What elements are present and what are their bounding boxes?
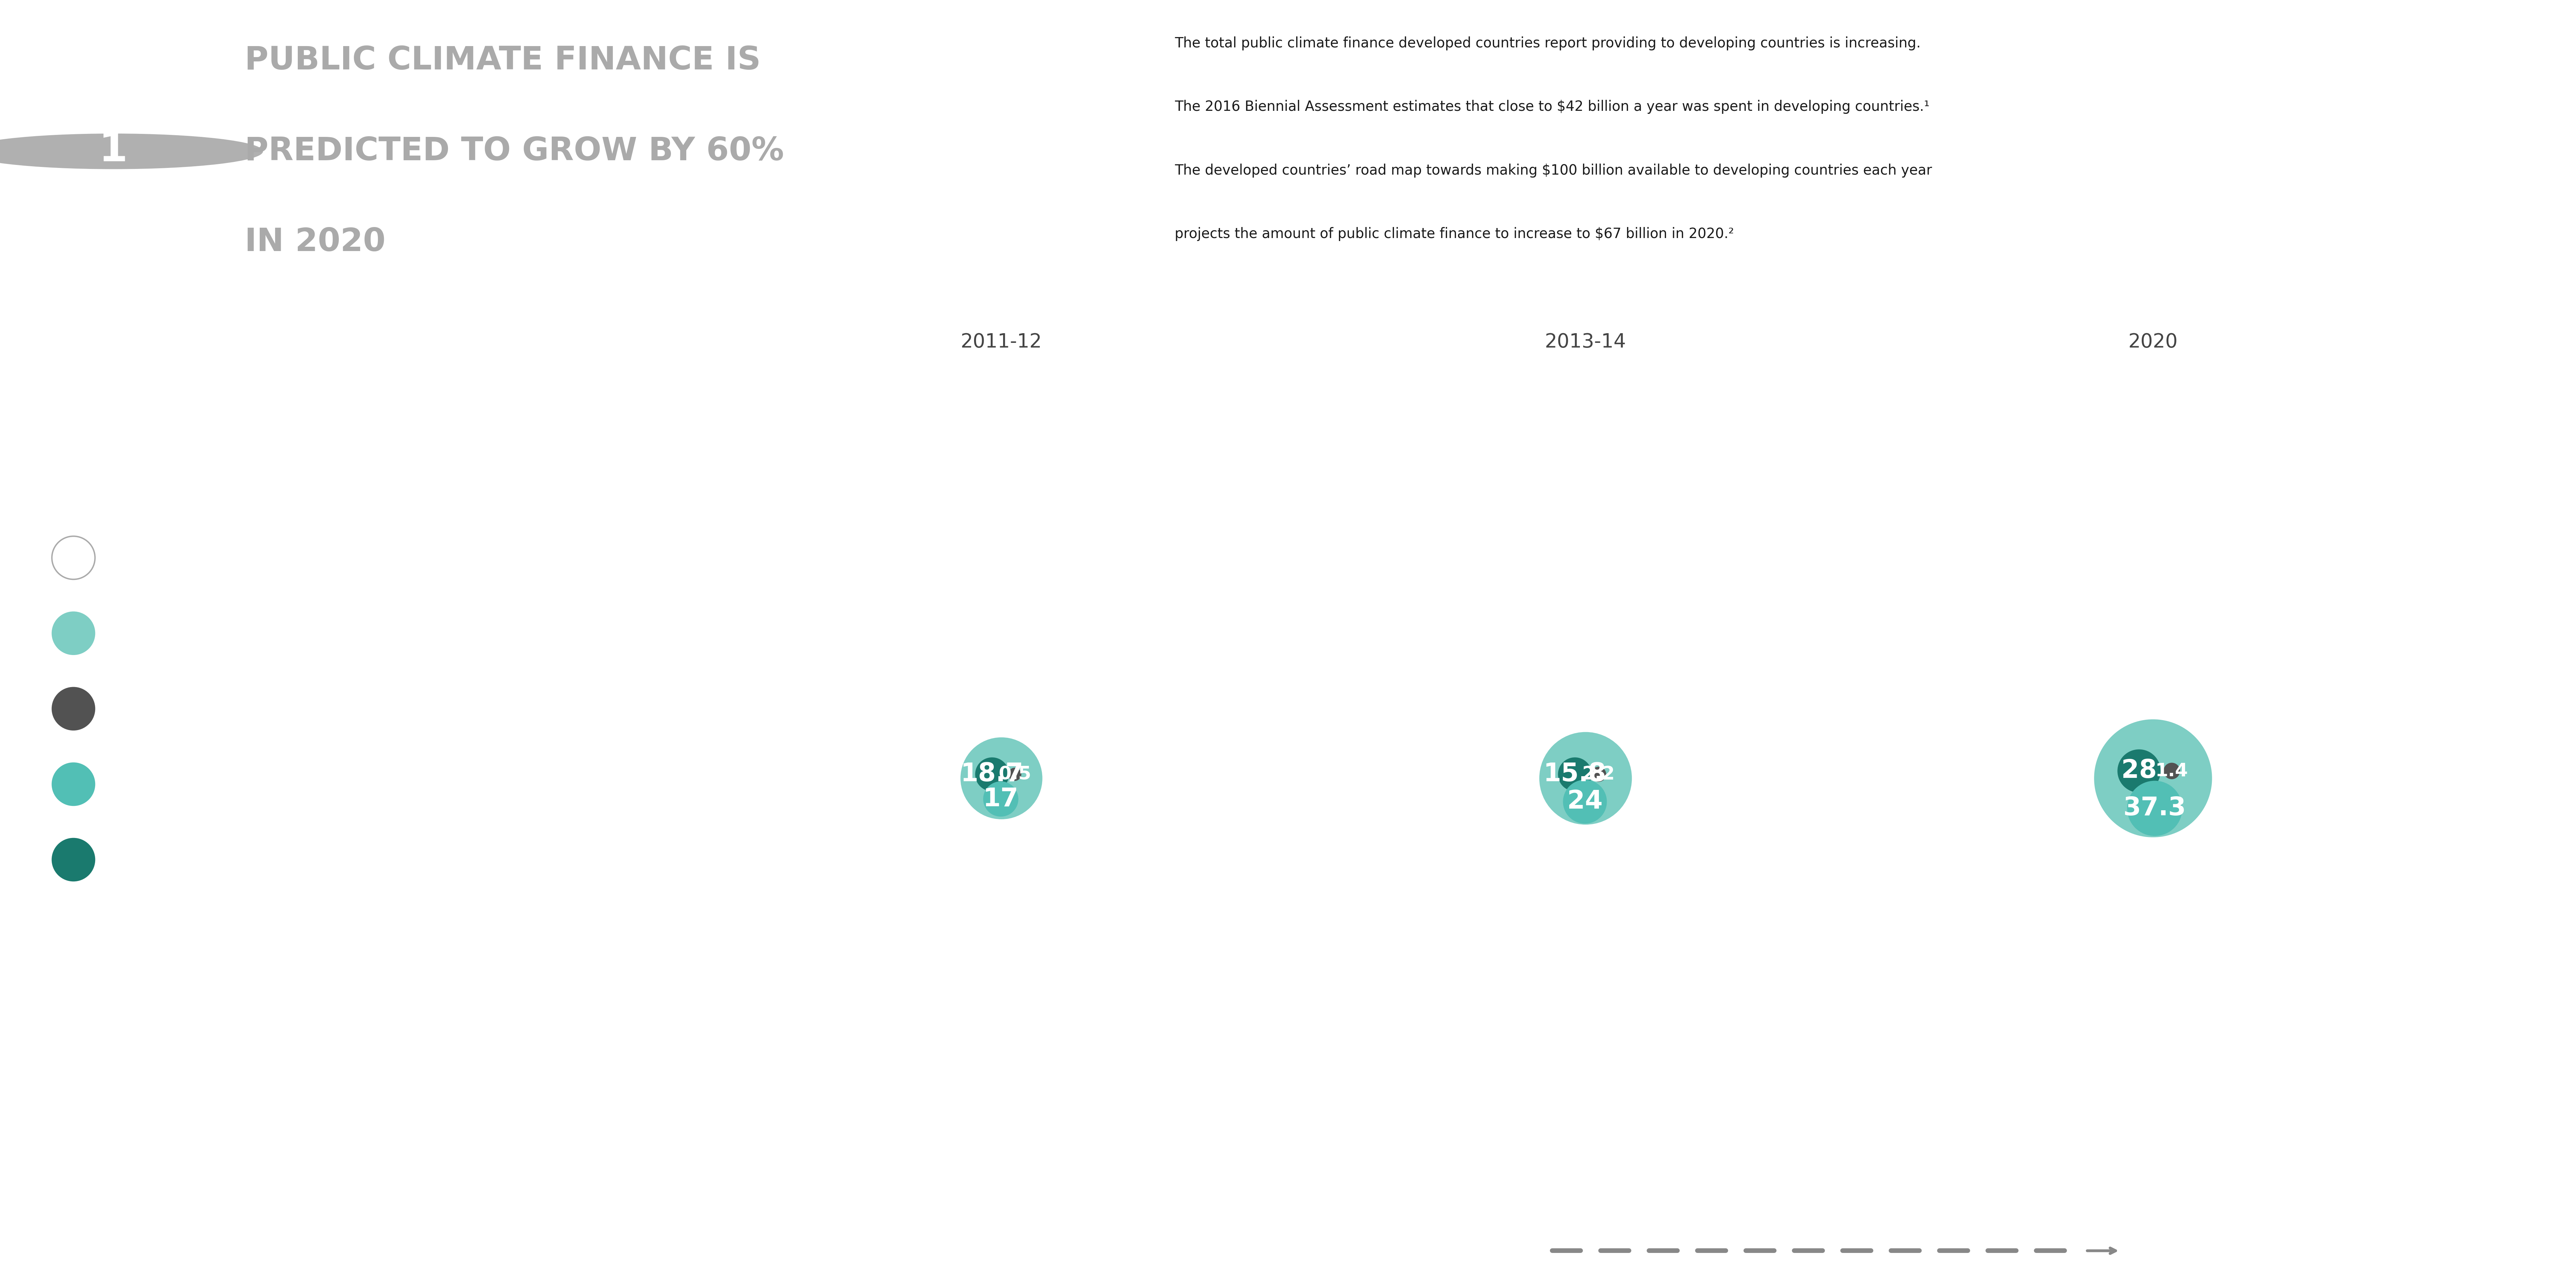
Text: TO DEVELOPING COUNTRIES: TO DEVELOPING COUNTRIES xyxy=(67,416,657,451)
Circle shape xyxy=(961,738,1043,819)
Text: 1: 1 xyxy=(98,130,129,170)
Circle shape xyxy=(1564,781,1607,823)
Text: IN 2020: IN 2020 xyxy=(245,227,386,258)
Circle shape xyxy=(2081,707,2226,850)
Circle shape xyxy=(0,134,263,169)
Text: and attributes 85% of resources to developing countries: and attributes 85% of resources to devel… xyxy=(67,1221,433,1234)
Circle shape xyxy=(52,838,95,881)
Text: 1.4: 1.4 xyxy=(2156,762,2187,781)
Text: CLIMATE FINANCE FLOWING: CLIMATE FINANCE FLOWING xyxy=(67,354,649,389)
Text: 37.3: 37.3 xyxy=(2123,796,2187,820)
Text: 2.2: 2.2 xyxy=(1582,765,1615,783)
Circle shape xyxy=(2164,762,2179,779)
Text: Multilateral climate funds: Multilateral climate funds xyxy=(88,699,325,717)
Text: 18.7: 18.7 xyxy=(961,762,1023,787)
Text: Multilateral Development Bank finance*: Multilateral Development Bank finance* xyxy=(88,850,459,868)
Text: PUBLIC CLIMATE FINANCE IS: PUBLIC CLIMATE FINANCE IS xyxy=(245,45,760,76)
Circle shape xyxy=(2117,750,2161,792)
Circle shape xyxy=(951,726,1054,829)
Circle shape xyxy=(1592,766,1605,782)
Text: 28: 28 xyxy=(2120,759,2156,783)
Text: 2011-12: 2011-12 xyxy=(961,332,1043,352)
Text: The 2016 Biennial Assessment estimates that close to $42 billion a year was spen: The 2016 Biennial Assessment estimates t… xyxy=(1175,100,1929,113)
Text: Global total: Global total xyxy=(88,549,196,567)
Text: 24: 24 xyxy=(1566,790,1602,814)
Circle shape xyxy=(2128,781,2182,836)
Text: PREDICTED TO GROW BY 60%: PREDICTED TO GROW BY 60% xyxy=(245,135,783,167)
Circle shape xyxy=(984,782,1018,817)
Circle shape xyxy=(976,757,1010,791)
Circle shape xyxy=(52,536,95,580)
Text: projects the amount of public climate finance to increase to $67 billion in 2020: projects the amount of public climate fi… xyxy=(1175,227,1734,241)
Circle shape xyxy=(52,612,95,654)
Text: 15.8: 15.8 xyxy=(1543,762,1607,787)
Text: 2020: 2020 xyxy=(2146,1242,2192,1260)
Circle shape xyxy=(52,688,95,730)
Text: 0.5: 0.5 xyxy=(999,765,1030,783)
Text: 2020: 2020 xyxy=(2128,332,2177,352)
Circle shape xyxy=(2094,720,2213,837)
Text: 2011: 2011 xyxy=(531,1242,574,1260)
Circle shape xyxy=(1528,721,1643,836)
Text: The total public climate finance developed countries report providing to develop: The total public climate finance develop… xyxy=(1175,36,1922,50)
Text: Bilateral finance reported to UNFCCC: Bilateral finance reported to UNFCCC xyxy=(88,775,433,793)
Circle shape xyxy=(1558,757,1592,791)
Text: * MDB finance excludes funding to EU 13 countries: * MDB finance excludes funding to EU 13 … xyxy=(67,1185,399,1198)
Circle shape xyxy=(1540,733,1631,824)
Text: 2013-14: 2013-14 xyxy=(1546,332,1625,352)
Circle shape xyxy=(52,762,95,806)
Text: Public climate finance total: Public climate finance total xyxy=(88,625,340,643)
Text: $ BILLIONS: $ BILLIONS xyxy=(67,473,170,491)
Text: The developed countries’ road map towards making $100 billion available to devel: The developed countries’ road map toward… xyxy=(1175,164,1932,178)
Circle shape xyxy=(1007,768,1020,781)
Text: 17: 17 xyxy=(984,787,1018,811)
